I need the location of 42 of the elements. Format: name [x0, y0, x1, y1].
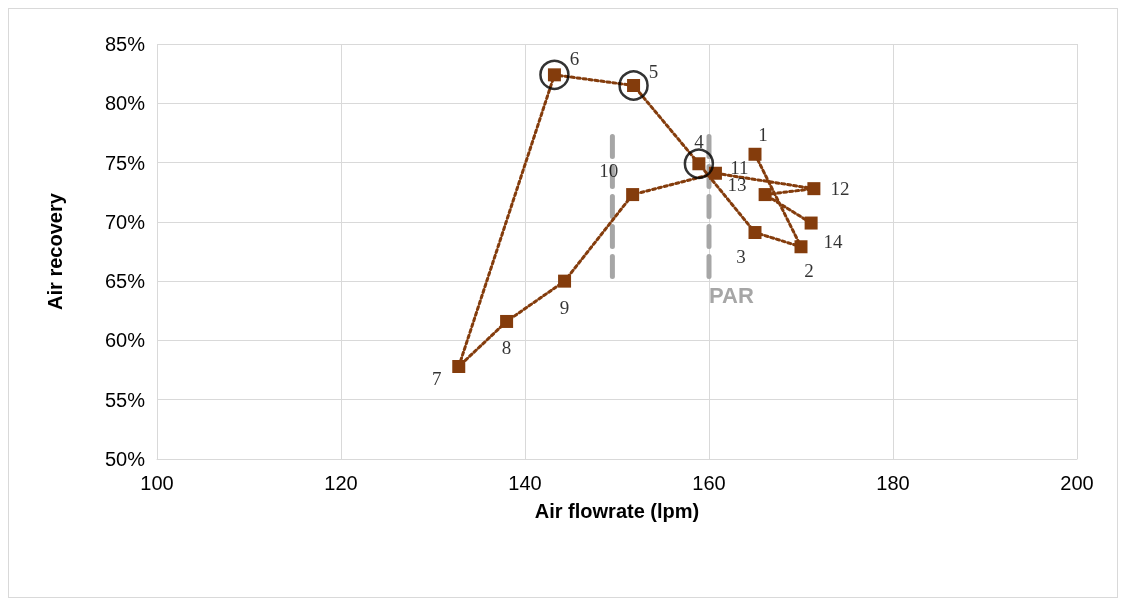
x-tick-label: 100 [140, 472, 174, 494]
y-tick-label: 70% [104, 210, 146, 233]
point [748, 147, 762, 161]
x-tick-label: 140 [508, 472, 542, 494]
y-axis-title: Air recovery [44, 192, 66, 310]
annotation: 4 [694, 131, 705, 153]
annotation: PAR [709, 282, 754, 308]
annotation: 9 [559, 296, 570, 318]
point [558, 274, 572, 288]
annotation: 5 [648, 61, 659, 82]
annotation: 12 [830, 178, 850, 200]
point [626, 188, 640, 202]
annotation: 6 [569, 48, 580, 70]
point [500, 314, 514, 328]
x-tick-label: 200 [1060, 472, 1094, 494]
x-axis-title: Air flowrate (lpm) [534, 500, 700, 522]
x-tick-label: 180 [876, 472, 910, 494]
y-tick-label: 75% [104, 151, 146, 174]
annotation: 10 [599, 160, 619, 182]
point [748, 226, 762, 240]
annotation: 14 [823, 230, 844, 252]
point [794, 240, 808, 254]
annotation: 7 [432, 368, 442, 390]
point [758, 188, 772, 202]
y-tick-label: 50% [104, 448, 146, 470]
y-tick-label: 55% [104, 388, 146, 411]
annotation: 3 [736, 246, 746, 268]
y-tick-label: 60% [104, 329, 146, 352]
annotation: 1 [758, 123, 768, 145]
point [683, 148, 715, 179]
y-tick-label: 85% [104, 33, 146, 55]
x-tick-label: 120 [324, 472, 358, 494]
point [804, 216, 818, 230]
point [452, 360, 466, 374]
y-tick-label: 65% [104, 270, 146, 293]
point [618, 70, 649, 101]
y-tick-label: 80% [104, 92, 146, 115]
x-tick-label: 160 [692, 472, 726, 494]
annotation: 2 [804, 260, 814, 282]
annotation: 8 [501, 336, 512, 358]
point [539, 59, 570, 91]
point [807, 182, 821, 196]
